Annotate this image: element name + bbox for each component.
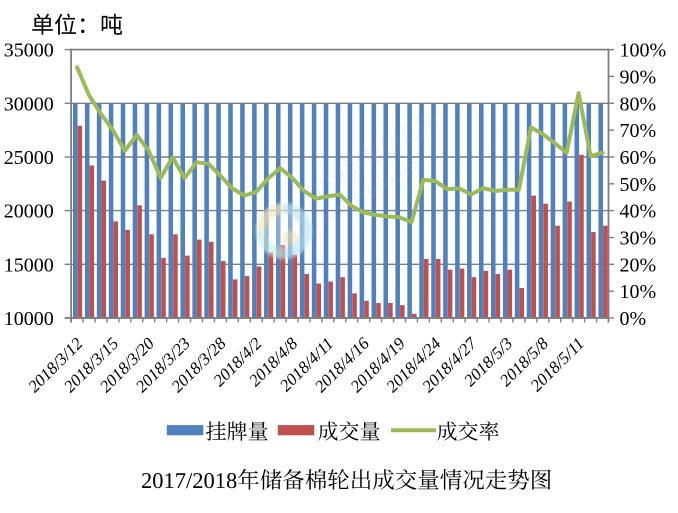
svg-text:60%: 60% (620, 147, 657, 169)
svg-text:20000: 20000 (4, 201, 54, 223)
svg-text:20%: 20% (620, 254, 657, 276)
svg-text:40%: 40% (620, 201, 657, 223)
svg-text:90%: 90% (620, 66, 657, 88)
svg-text:0%: 0% (620, 308, 647, 330)
svg-text:35000: 35000 (4, 40, 54, 62)
svg-text:30000: 30000 (4, 93, 54, 115)
svg-text:70%: 70% (620, 120, 657, 142)
svg-text:10000: 10000 (4, 308, 54, 330)
svg-text:100%: 100% (620, 40, 667, 62)
svg-text:15000: 15000 (4, 254, 54, 276)
svg-text:25000: 25000 (4, 147, 54, 169)
svg-text:50%: 50% (620, 174, 657, 196)
svg-text:80%: 80% (620, 93, 657, 115)
svg-text:30%: 30% (620, 228, 657, 250)
svg-text:10%: 10% (620, 281, 657, 303)
